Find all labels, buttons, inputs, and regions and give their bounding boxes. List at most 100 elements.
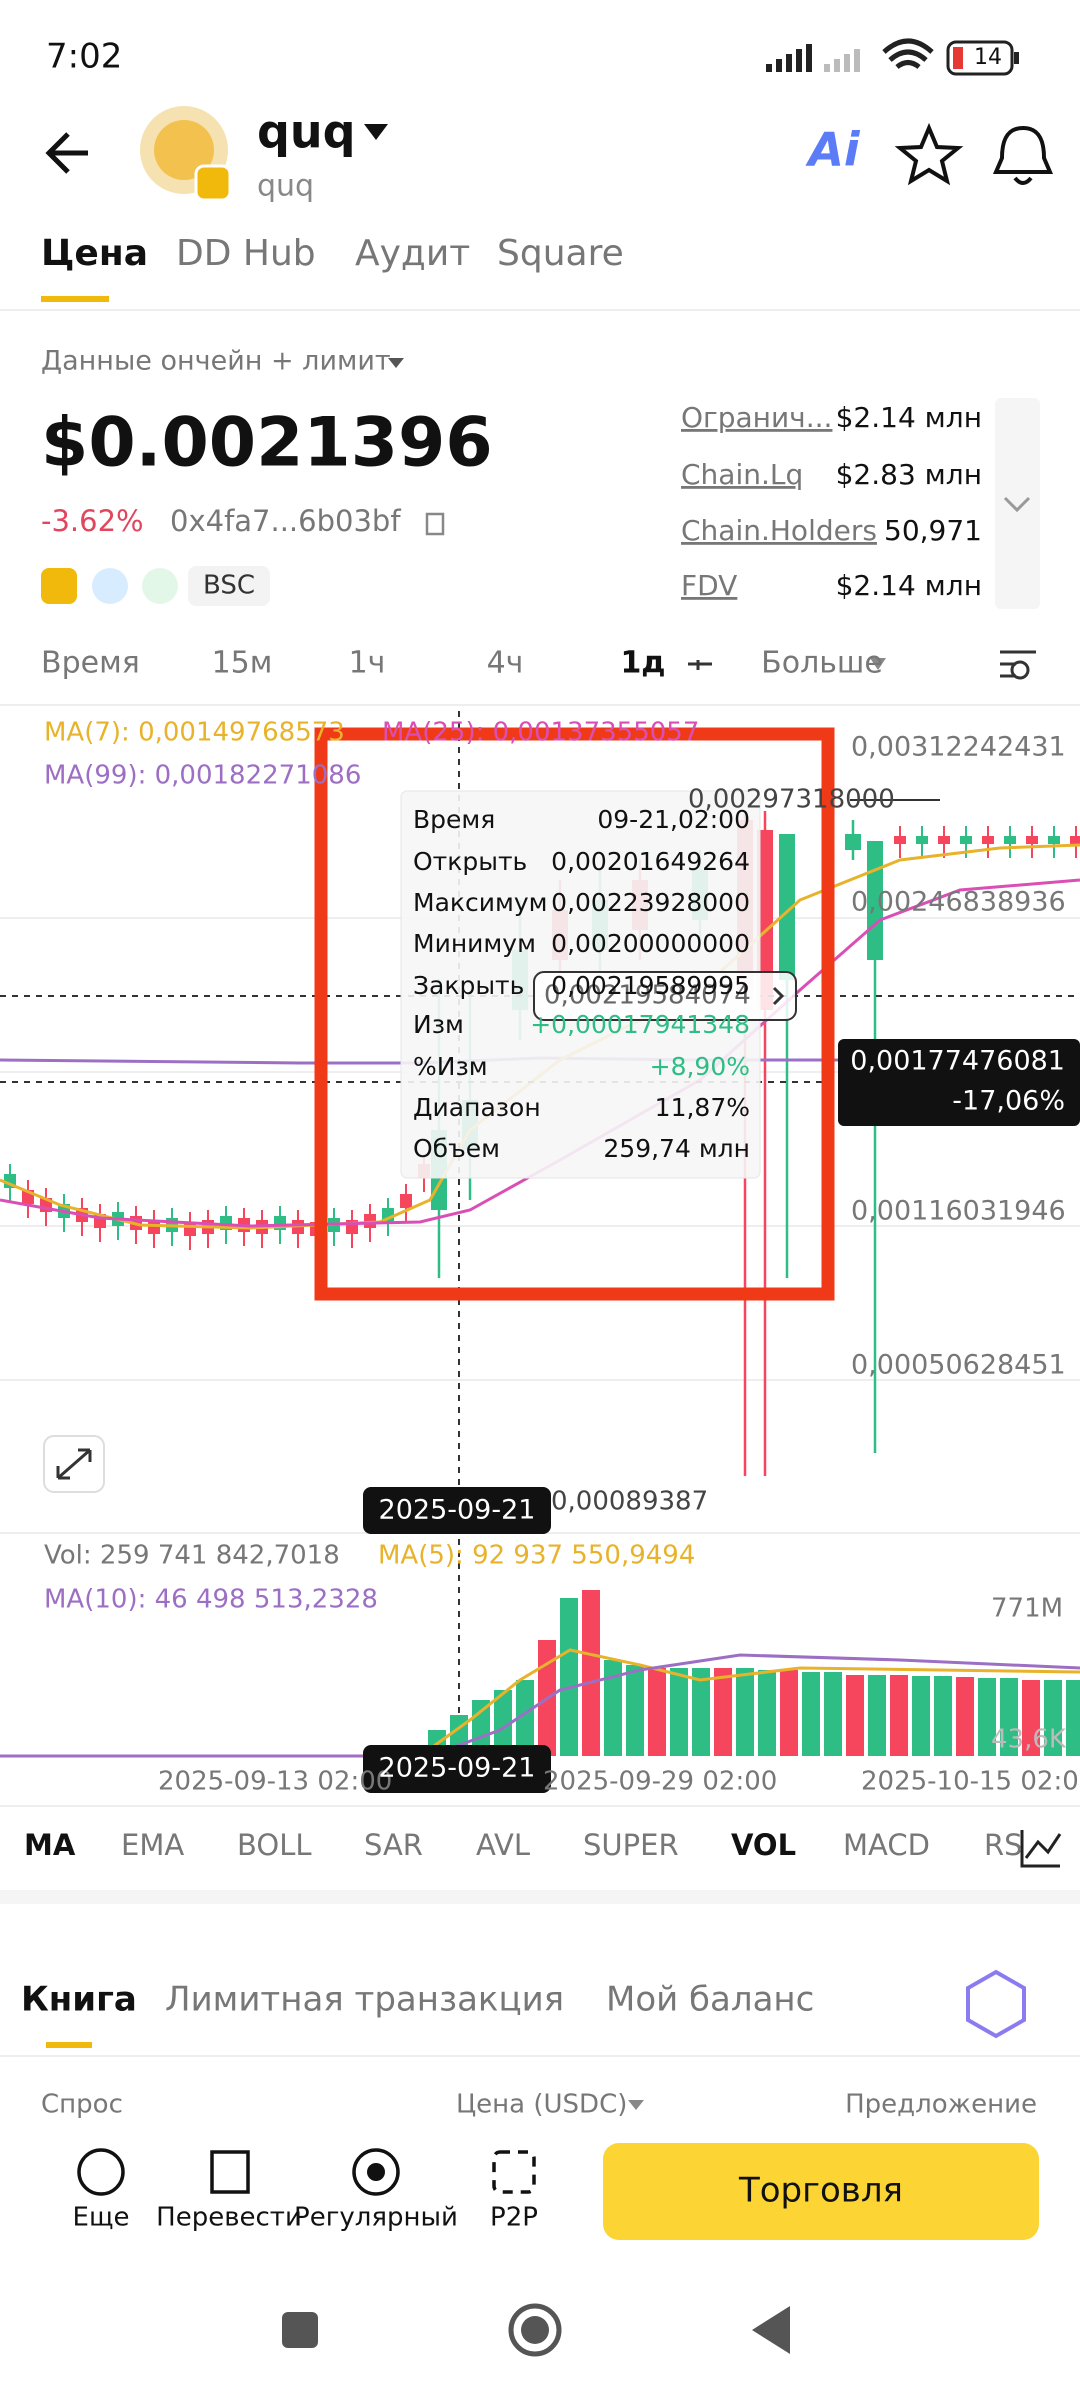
chevron xyxy=(772,986,785,1006)
book-tab[interactable]: Книга xyxy=(21,1980,137,2020)
volume-bar xyxy=(934,1676,952,1756)
recurring-icon[interactable] xyxy=(352,2148,400,2196)
dropdown[interactable] xyxy=(870,658,886,670)
favorite[interactable] xyxy=(894,122,964,186)
timeframe[interactable]: 15м xyxy=(212,646,273,681)
badge-icon xyxy=(92,568,128,604)
battery-tip xyxy=(1014,52,1019,64)
tooltip-label: Закрыть xyxy=(413,971,524,1000)
timeframe[interactable]: 1ч xyxy=(349,646,386,681)
ma99-label: MA(99): 0,00182271086 xyxy=(44,761,361,791)
indicator-tab[interactable]: MACD xyxy=(843,1828,930,1862)
tooltip-value: 259,74 млн xyxy=(603,1134,750,1163)
nav-back[interactable] xyxy=(752,2306,790,2354)
tooltip-value: 11,87% xyxy=(655,1093,750,1122)
transfer-icon[interactable] xyxy=(210,2150,250,2194)
tab[interactable]: Аудит xyxy=(355,233,470,274)
volume-bar xyxy=(824,1672,842,1756)
volume-bar xyxy=(978,1678,996,1756)
ai-button[interactable]: Ai xyxy=(805,123,861,177)
tab-underline xyxy=(46,2042,92,2048)
dropdown[interactable] xyxy=(388,358,404,368)
cursor-date: 2025-09-21 xyxy=(379,1495,536,1526)
candle-body xyxy=(845,834,861,850)
indicator-tab[interactable]: SAR xyxy=(364,1828,423,1862)
highlight-box xyxy=(314,727,835,1301)
candle-body xyxy=(400,1194,412,1208)
volume-bars xyxy=(428,1590,1080,1756)
volume-bar xyxy=(758,1670,776,1756)
price-axis-label: 0,00312242431 xyxy=(851,732,1066,763)
timeframe[interactable]: 4ч xyxy=(487,646,524,681)
price-axis-label: 0,00246838936 xyxy=(851,887,1066,918)
volume-bar xyxy=(846,1675,864,1756)
timeframe[interactable]: 1д xyxy=(620,646,665,681)
x-axis-label: 2025-09-13 02:00 xyxy=(158,1767,392,1797)
tab[interactable]: Square xyxy=(497,233,624,274)
book-bid: Спрос xyxy=(41,2090,123,2120)
volume-bar xyxy=(1000,1678,1018,1756)
tab[interactable]: Цена xyxy=(41,233,148,274)
indicator-tab[interactable]: BOLL xyxy=(237,1828,312,1862)
indicator-tab[interactable]: MA xyxy=(24,1828,76,1862)
more-icon[interactable] xyxy=(77,2148,125,2196)
chevron xyxy=(1003,496,1031,513)
candle-body xyxy=(894,836,906,844)
indicator-tab[interactable]: EMA xyxy=(121,1828,184,1862)
timeframe[interactable]: Время xyxy=(41,646,140,681)
chart-tool-icon[interactable] xyxy=(1020,1830,1062,1868)
dropdown[interactable] xyxy=(364,124,388,140)
vol-ma10-label: MA(10): 46 498 513,2328 xyxy=(44,1585,378,1615)
x-cursor-label: 2025-09-21 xyxy=(379,1753,536,1784)
chain-badge xyxy=(194,164,232,202)
book-price: Цена (USDC) xyxy=(456,2090,627,2120)
dropdown[interactable] xyxy=(628,2100,644,2110)
vol-ma5-label: MA(5): 92 937 550,9494 xyxy=(378,1541,695,1571)
settings-icon[interactable] xyxy=(688,650,1036,678)
back-button[interactable] xyxy=(45,132,88,174)
date-box xyxy=(363,1487,551,1534)
current-price: 0,00177476081 xyxy=(850,1046,1065,1077)
book-tab[interactable]: Мой баланс xyxy=(606,1980,814,2020)
address: 0x4fa7...6b03bf xyxy=(170,504,401,538)
action-label[interactable]: Перевести xyxy=(156,2203,302,2233)
indicator-tab[interactable]: VOL xyxy=(731,1828,796,1862)
action-label[interactable]: Еще xyxy=(73,2203,130,2233)
signal xyxy=(766,44,860,72)
vol-axis-label: 43,6K xyxy=(991,1725,1067,1755)
volume-bar xyxy=(648,1668,666,1756)
volume-bar xyxy=(626,1665,644,1756)
bell[interactable] xyxy=(992,125,1054,185)
nav-recents[interactable] xyxy=(282,2312,318,2348)
tooltip-label: Изм xyxy=(413,1010,464,1039)
battery xyxy=(946,40,1014,76)
book-tab[interactable]: Лимитная транзакция xyxy=(165,1980,564,2020)
action-label[interactable]: Регулярный xyxy=(294,2203,458,2233)
indicator-tab[interactable]: AVL xyxy=(476,1828,530,1862)
volume-bar xyxy=(714,1668,732,1756)
indicator-tab[interactable]: SUPER xyxy=(583,1828,679,1862)
trade-button[interactable] xyxy=(603,2143,1039,2240)
vol-label: Vol: 259 741 842,7018 xyxy=(44,1541,340,1571)
volume-bar xyxy=(604,1660,622,1756)
assistant-icon[interactable] xyxy=(966,1969,1026,2039)
stat-label: Огранич... xyxy=(681,401,832,434)
tab[interactable]: DD Hub xyxy=(176,233,316,274)
ma7-label: MA(7): 0,00149768573 xyxy=(44,718,345,748)
badge-icon xyxy=(41,568,77,604)
tooltip-label: Минимум xyxy=(413,929,536,958)
nav-home-dot xyxy=(521,2316,549,2344)
wifi xyxy=(882,38,934,70)
timeframe[interactable]: Больше xyxy=(761,646,883,681)
status-time: 7:02 xyxy=(46,37,122,77)
nav-home[interactable] xyxy=(508,2303,562,2357)
copy-icon[interactable] xyxy=(425,512,445,536)
tooltip-value: 0,00223928000 xyxy=(551,888,750,917)
action-label[interactable]: P2P xyxy=(490,2203,538,2233)
expand-panel[interactable] xyxy=(995,398,1040,609)
volume-bar xyxy=(582,1590,600,1756)
indicator-tab[interactable]: RS xyxy=(984,1828,1023,1862)
candle-body xyxy=(1004,836,1016,844)
